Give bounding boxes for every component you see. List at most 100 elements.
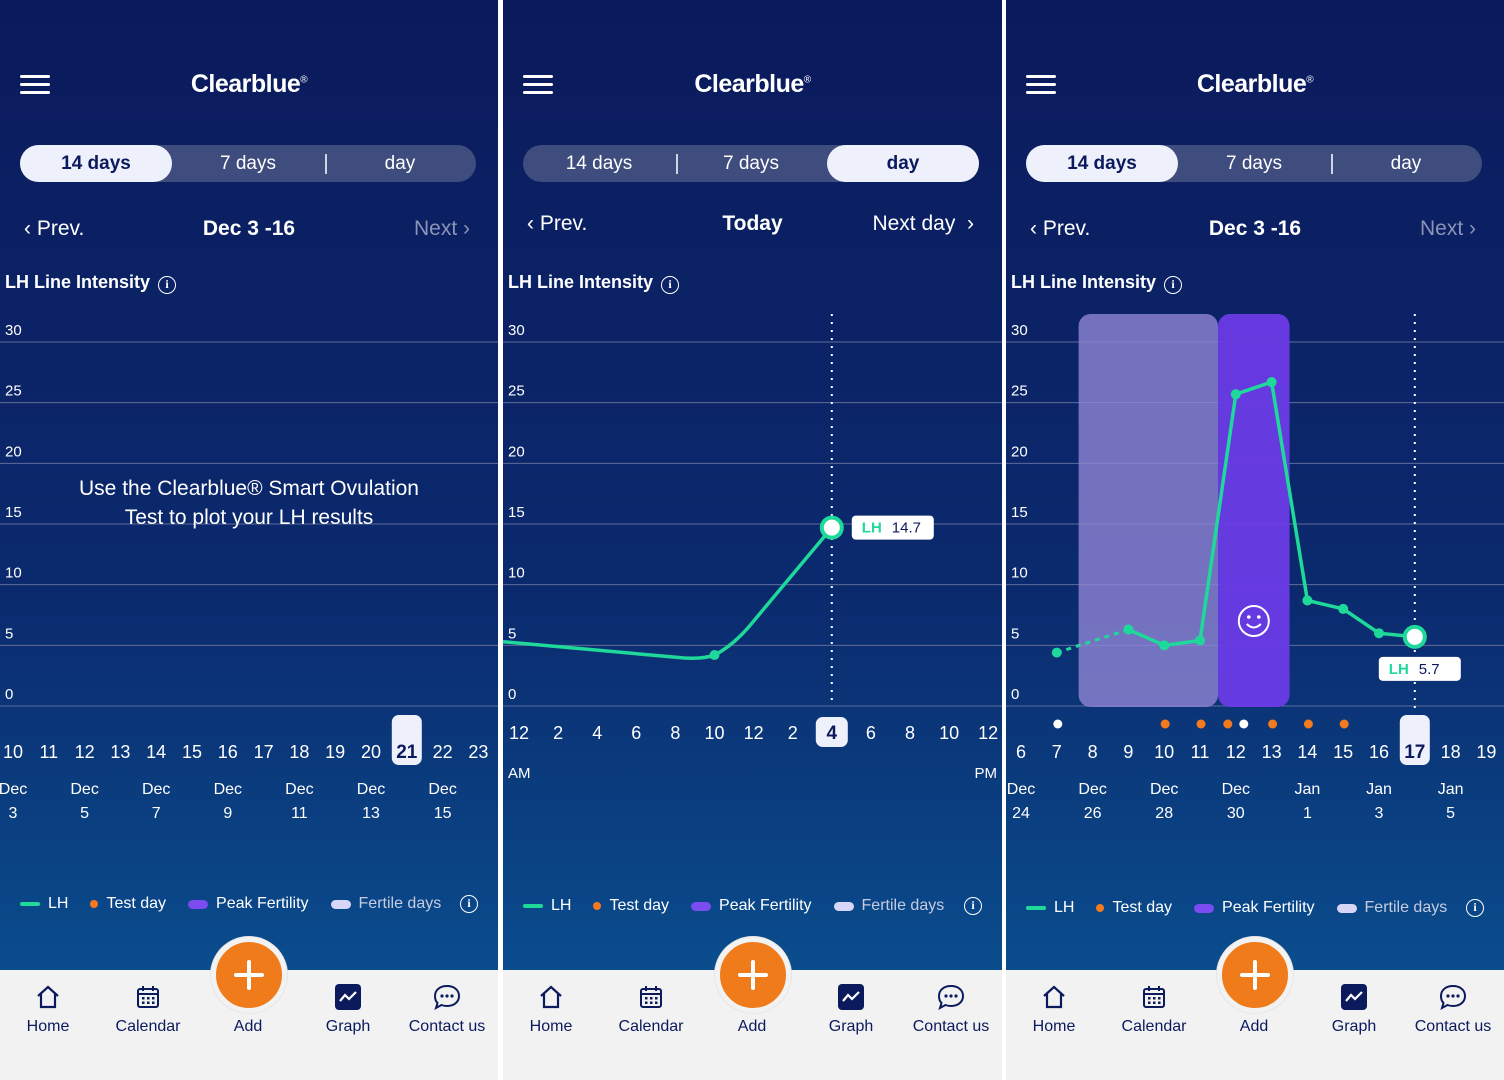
next-button[interactable]: Next › (413, 217, 470, 240)
smiley-eye (1247, 615, 1251, 619)
y-tick-label: 5 (5, 625, 13, 642)
segment-7-days[interactable]: 7 days (723, 153, 779, 174)
segment-14-days[interactable]: 14 days (1026, 145, 1178, 182)
date-range-title: Dec 3 -16 (1208, 217, 1302, 240)
test-day-marker (1196, 719, 1206, 729)
info-icon[interactable]: i (158, 276, 177, 294)
segment-divider (325, 154, 327, 174)
x-hour-label: 6 (866, 723, 876, 743)
add-button[interactable] (211, 937, 287, 1013)
chart-header: LH Line Intensity i (508, 272, 680, 294)
x-hour-label: 8 (670, 723, 680, 743)
x-hour-label: 6 (631, 723, 641, 743)
tab-add[interactable]: Add (233, 1018, 263, 1035)
next-button[interactable]: Next › (1419, 217, 1476, 240)
prev-day-button[interactable]: ‹ Prev. (527, 212, 588, 235)
segment-day[interactable]: day (827, 145, 979, 182)
date-title: Today (722, 212, 783, 235)
peak-fertility-band (1218, 314, 1290, 707)
test-day-marker (1339, 719, 1349, 729)
legend-test-day: Test day (90, 895, 166, 913)
next-day-button[interactable]: Next day › (872, 212, 974, 235)
home-icon (1006, 980, 1104, 1014)
x-day-label: 16 (1369, 742, 1389, 762)
tab-calendar[interactable]: Calendar (98, 980, 198, 1036)
segment-day[interactable]: day (384, 153, 416, 174)
add-button[interactable] (1217, 937, 1293, 1013)
x-date-month: Dec (142, 781, 170, 798)
panel-14-days-data: Clearblue® 14 days 7 days day ‹ Prev. De… (1006, 0, 1504, 1080)
legend-info-icon[interactable]: i (1466, 899, 1484, 917)
tab-graph[interactable]: Graph (801, 980, 901, 1036)
legend-info-icon[interactable]: i (460, 895, 478, 913)
tab-add[interactable]: Add (737, 1018, 767, 1035)
test-day-swatch (90, 900, 99, 908)
lh-series-line (503, 526, 834, 660)
prev-button[interactable]: ‹ Prev. (24, 217, 85, 240)
legend-info-icon[interactable]: i (964, 897, 982, 915)
x-day-label: 15 (182, 742, 202, 762)
x-date-month: Dec (214, 781, 242, 798)
tab-graph[interactable]: Graph (1304, 980, 1404, 1036)
prev-button[interactable]: ‹ Prev. (1030, 217, 1091, 240)
bottom-tab-bar: Home Calendar Add Graph Contact us (503, 937, 1002, 1080)
x-day-label: 7 (1052, 742, 1062, 762)
menu-icon[interactable] (1026, 75, 1056, 95)
peak-swatch (691, 901, 712, 911)
menu-icon[interactable] (523, 75, 553, 95)
add-button[interactable] (714, 937, 791, 1013)
lh-data-point (1123, 624, 1134, 635)
tab-calendar[interactable]: Calendar (601, 980, 701, 1036)
tooltip-label: LH (862, 520, 882, 537)
bottom-tab-bar: Home Calendar Add Graph Contact us (0, 937, 498, 1080)
segment-7-days[interactable]: 7 days (220, 153, 276, 174)
y-tick-label: 10 (5, 565, 22, 582)
day-marker (1239, 719, 1249, 729)
lh-data-point (1338, 603, 1349, 614)
y-tick-label: 25 (5, 383, 22, 400)
tab-home[interactable]: Home (0, 980, 98, 1036)
segment-14-days[interactable]: 14 days (565, 153, 633, 174)
x-day-label: 11 (1191, 742, 1210, 762)
tab-home[interactable]: Home (503, 980, 601, 1036)
info-icon[interactable]: i (661, 276, 680, 294)
date-navigation: ‹ Prev. Today Next day › (503, 212, 1002, 246)
fertile-swatch (1336, 903, 1357, 913)
segment-7-days[interactable]: 7 days (1226, 153, 1282, 174)
range-selector: 14 days 7 days day (1026, 145, 1482, 182)
y-tick-label: 10 (1011, 565, 1028, 582)
x-date-month: Dec (1007, 781, 1035, 798)
tab-contact-us[interactable]: Contact us (901, 980, 1001, 1036)
test-day-marker (1160, 719, 1170, 729)
x-hour-label: 8 (905, 723, 915, 743)
tab-home[interactable]: Home (1006, 980, 1104, 1036)
x-day-label: 20 (361, 742, 381, 762)
tab-calendar[interactable]: Calendar (1104, 980, 1204, 1036)
chart-legend: LH Test day Peak Fertility Fertile days … (20, 895, 482, 913)
tab-graph[interactable]: Graph (298, 980, 398, 1036)
chart-legend: LH Test day Peak Fertility Fertile days … (523, 897, 986, 915)
x-day-label: 19 (325, 742, 345, 762)
info-icon[interactable]: i (1164, 276, 1183, 294)
lh-data-point (709, 650, 720, 661)
x-hour-label: 2 (553, 723, 563, 743)
lh-line-swatch (20, 902, 40, 906)
x-day-label: 8 (1088, 742, 1098, 762)
x-day-label: 13 (110, 742, 130, 762)
tab-contact-us[interactable]: Contact us (397, 980, 497, 1036)
menu-icon[interactable] (20, 75, 50, 95)
segment-14-days[interactable]: 14 days (20, 145, 172, 182)
tab-add[interactable]: Add (1239, 1018, 1269, 1035)
calendar-icon (601, 980, 701, 1014)
legend-fertile-days: Fertile days (833, 897, 944, 915)
graph-icon (298, 980, 398, 1014)
x-day-label: 6 (1016, 742, 1026, 762)
x-date-month: Jan (1295, 781, 1321, 798)
pm-label: PM (975, 765, 998, 782)
y-tick-label: 20 (508, 443, 525, 460)
tab-contact-us[interactable]: Contact us (1403, 980, 1503, 1036)
x-date-day: 13 (362, 805, 380, 822)
segment-day[interactable]: day (1390, 153, 1422, 174)
legend-peak-fertility: Peak Fertility (188, 895, 309, 913)
